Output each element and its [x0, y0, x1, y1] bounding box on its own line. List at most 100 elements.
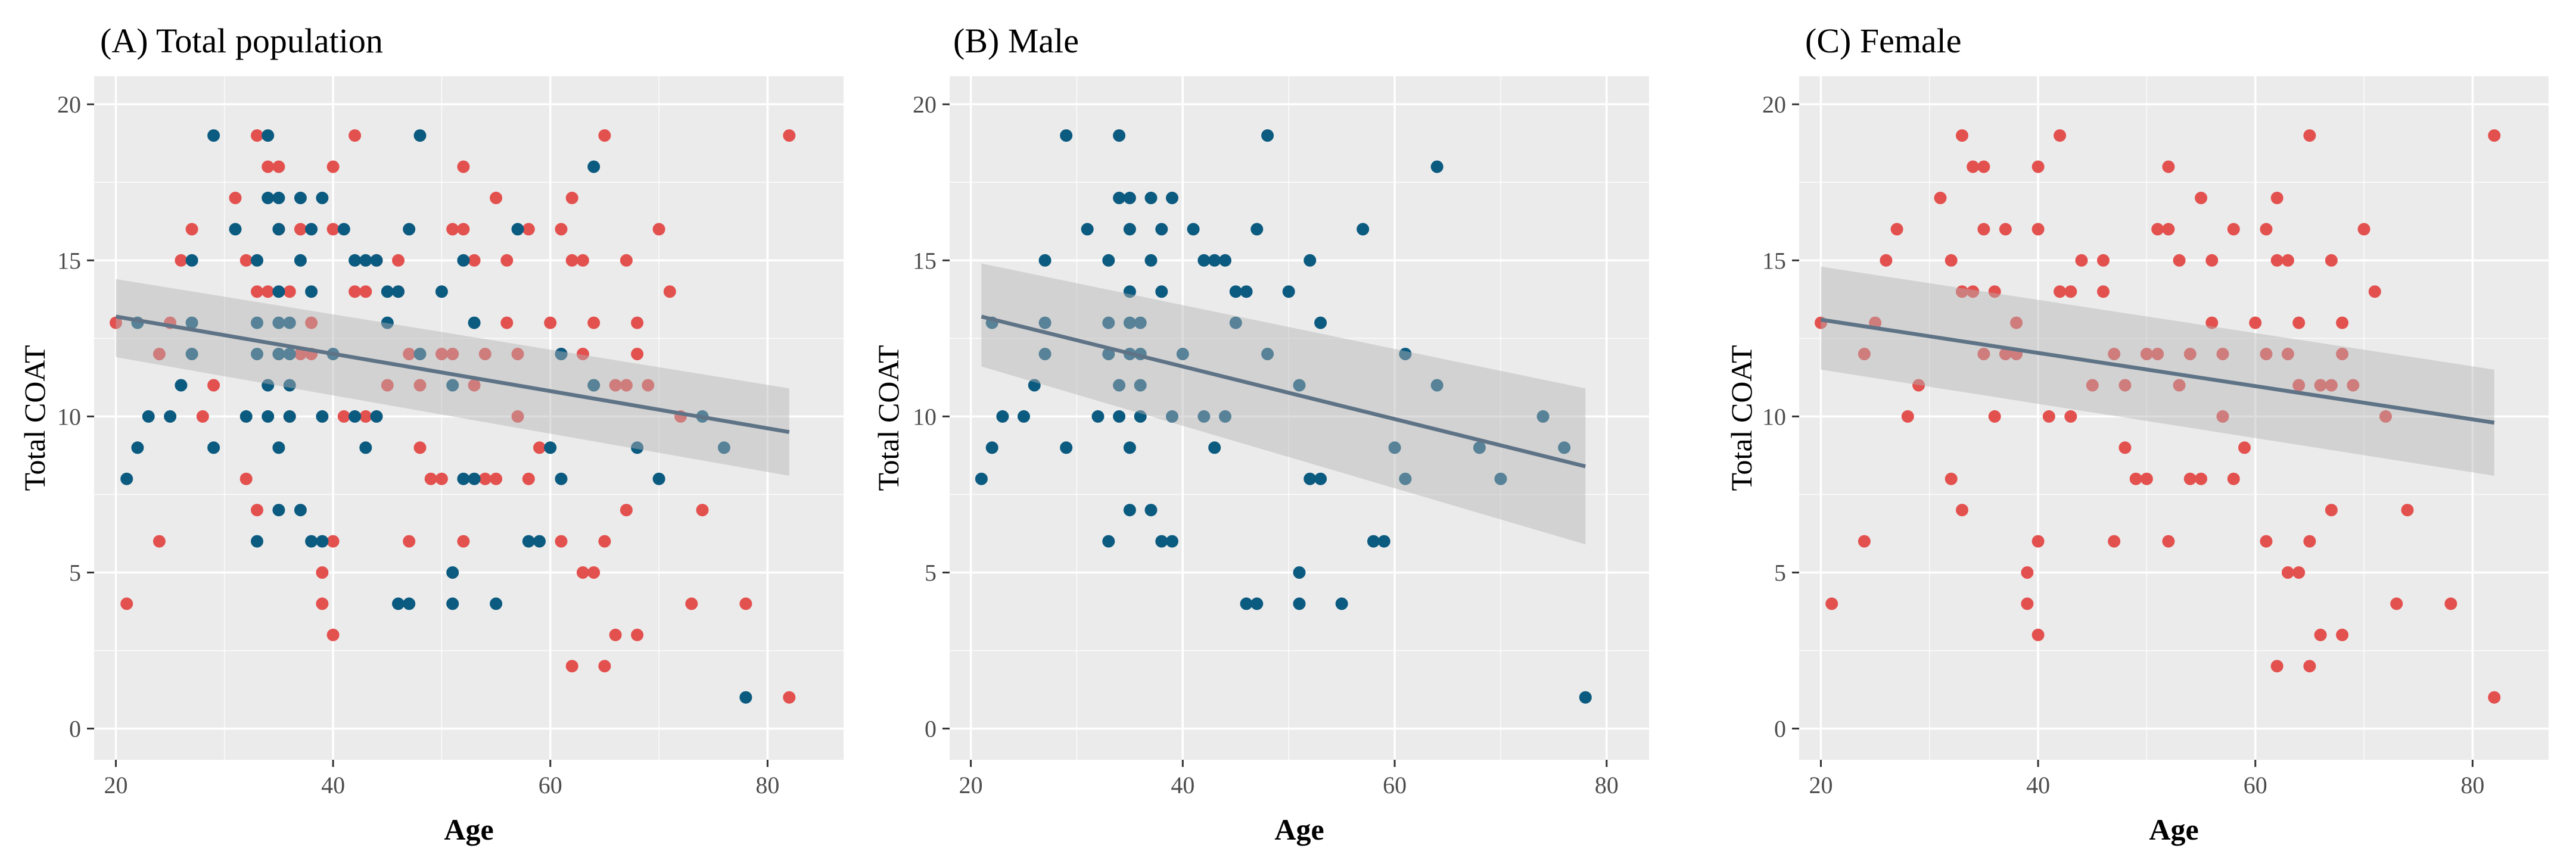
- data-point-female: [490, 472, 503, 485]
- data-point-female: [2488, 691, 2501, 704]
- data-point-female: [424, 472, 437, 485]
- y-tick-label: 5: [925, 559, 937, 586]
- x-axis-title: Age: [444, 813, 493, 846]
- data-point-male: [272, 504, 285, 517]
- data-point-male: [1113, 379, 1126, 392]
- data-point-male: [262, 129, 275, 142]
- data-point-female: [1956, 129, 1968, 142]
- data-point-female: [185, 223, 198, 236]
- data-point-male: [305, 535, 318, 548]
- data-point-female: [2325, 379, 2338, 392]
- x-tick-label: 40: [2026, 772, 2050, 799]
- data-point-male: [1018, 410, 1030, 423]
- data-point-female: [1880, 254, 1893, 267]
- data-point-female: [2238, 441, 2251, 454]
- data-point-male: [131, 441, 144, 454]
- data-point-male: [1028, 379, 1041, 392]
- y-tick-label: 10: [1762, 403, 1786, 430]
- data-point-male: [294, 504, 307, 517]
- y-axis-title: Total COAT: [18, 345, 51, 491]
- data-point-female: [207, 379, 220, 392]
- data-point-female: [2488, 129, 2501, 142]
- data-point-male: [294, 254, 307, 267]
- data-point-female: [2195, 472, 2208, 485]
- data-point-female: [305, 316, 318, 329]
- data-point-male: [283, 379, 296, 392]
- data-point-female: [598, 535, 611, 548]
- data-point-female: [500, 254, 514, 267]
- chart-panel: (A) Total population 20 40 60 80 0 5 10 15 20 Age T…: [18, 21, 844, 846]
- data-point-female: [1858, 348, 1871, 360]
- data-point-female: [1956, 504, 1968, 517]
- y-tick-label: 20: [57, 91, 81, 118]
- data-point-male: [1123, 316, 1136, 329]
- data-point-male: [305, 223, 318, 236]
- data-point-male: [1261, 348, 1274, 360]
- plot-background: [950, 76, 1649, 760]
- data-point-female: [316, 566, 329, 579]
- data-point-female: [272, 160, 285, 173]
- data-point-female: [2054, 285, 2067, 298]
- data-point-female: [587, 566, 601, 579]
- data-point-male: [370, 410, 383, 423]
- data-point-male: [1558, 441, 1571, 454]
- data-point-male: [1155, 223, 1168, 236]
- data-point-male: [294, 191, 307, 204]
- data-point-male: [413, 348, 427, 360]
- x-tick-label: 80: [2460, 772, 2484, 799]
- data-point-male: [1208, 441, 1221, 454]
- data-point-female: [2357, 223, 2370, 236]
- data-point-male: [251, 316, 263, 329]
- data-point-female: [555, 535, 568, 548]
- data-point-female: [2031, 628, 2045, 641]
- data-point-female: [2336, 628, 2349, 641]
- y-tick-label: 20: [913, 91, 937, 118]
- data-point-female: [576, 254, 589, 267]
- y-tick-label: 5: [69, 559, 81, 586]
- confidence-band: [116, 279, 789, 476]
- data-point-female: [2108, 348, 2121, 360]
- data-point-female: [457, 535, 470, 548]
- data-point-male: [1335, 597, 1348, 610]
- data-point-female: [1945, 472, 1958, 485]
- data-point-female: [1999, 223, 2012, 236]
- data-point-male: [1219, 254, 1231, 267]
- data-point-male: [1060, 129, 1073, 142]
- data-point-male: [1102, 316, 1115, 329]
- data-point-female: [620, 504, 633, 517]
- data-point-female: [2292, 379, 2306, 392]
- data-point-female: [2390, 597, 2403, 610]
- data-point-male: [1536, 410, 1550, 423]
- y-tick-label: 10: [57, 403, 81, 430]
- y-tick-label: 5: [1774, 559, 1786, 586]
- data-point-female: [1825, 597, 1838, 610]
- data-point-female: [2336, 316, 2349, 329]
- data-point-male: [522, 535, 535, 548]
- data-point-male: [349, 410, 362, 423]
- data-point-male: [1123, 285, 1136, 298]
- data-point-male: [272, 191, 285, 204]
- data-point-male: [739, 691, 752, 704]
- data-point-female: [783, 691, 796, 704]
- data-point-male: [392, 285, 405, 298]
- data-point-female: [533, 441, 546, 454]
- data-point-female: [522, 223, 535, 236]
- data-point-female: [663, 285, 676, 298]
- data-point-male: [272, 316, 285, 329]
- data-point-female: [2260, 535, 2273, 548]
- data-point-male: [251, 535, 263, 548]
- data-point-male: [1197, 410, 1211, 423]
- data-point-female: [1977, 160, 1990, 173]
- data-point-male: [1155, 535, 1168, 548]
- data-point-female: [2205, 254, 2219, 267]
- data-point-male: [272, 441, 285, 454]
- data-point-male: [1060, 441, 1073, 454]
- data-point-male: [457, 254, 470, 267]
- data-point-female: [326, 223, 340, 236]
- data-point-male: [381, 285, 394, 298]
- data-point-female: [1912, 379, 1925, 392]
- data-point-female: [2031, 223, 2045, 236]
- data-point-female: [576, 566, 589, 579]
- data-point-male: [403, 597, 416, 610]
- data-point-male: [1155, 285, 1168, 298]
